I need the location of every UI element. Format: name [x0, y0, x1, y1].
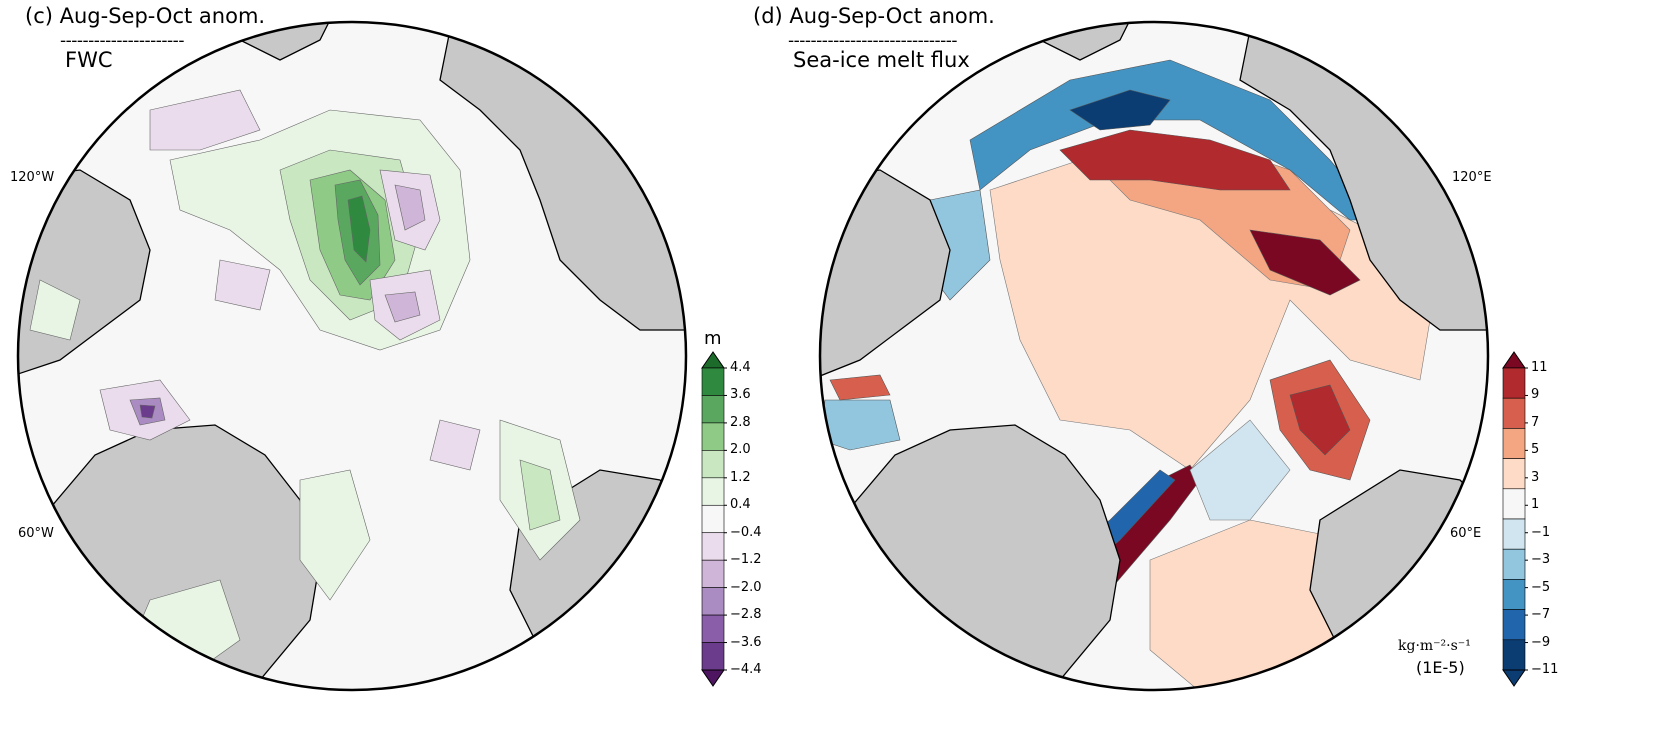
colorbar-d-segment [1502, 488, 1526, 520]
colorbar-c-tick-label: −3.6 [730, 634, 762, 650]
colorbar-c-tick-label: 2.0 [730, 442, 751, 458]
colorbar-d-tick-label: 3 [1531, 469, 1540, 485]
colorbar-d-extend-top [1502, 351, 1526, 369]
map-d-border [818, 20, 1490, 692]
colorbar-d-segment [1502, 579, 1526, 610]
colorbar-d-tick-label: −1 [1531, 524, 1551, 540]
colorbar-d-tick-label: 11 [1531, 360, 1548, 375]
melt-darkblue-coast-d [1069, 89, 1171, 131]
lon-label-60e: 60°E [1450, 526, 1482, 541]
colorbar-d-tick-label: −3 [1531, 552, 1551, 568]
colorbar-d-tick-label: −11 [1531, 662, 1559, 677]
lon-label-120e: 120°E [1452, 170, 1492, 185]
colorbar-c-unit: m [704, 328, 722, 349]
melt-labrador-red-d [829, 374, 891, 401]
melt-barents-dark-d [1289, 384, 1351, 456]
colorbar-c-tick-label: −0.4 [730, 524, 762, 540]
colorbar-d-tick-label: −9 [1531, 634, 1551, 650]
colorbar-d-tick-label: 9 [1531, 387, 1540, 403]
panel-c-fwc: (c) Aug-Sep-Oct anom. ------------------… [10, 4, 762, 692]
panel-d-dashes: ------------------------------ [788, 31, 958, 51]
colorbar-d-tick-label: −5 [1531, 579, 1551, 595]
colorbar-d-tick-label: 1 [1531, 497, 1540, 513]
melt-darkest-red-d [1249, 229, 1361, 296]
colorbar-c-segment [701, 559, 725, 588]
map-c [16, 20, 727, 692]
fwc-anomaly-contours [29, 89, 581, 690]
colorbar-c-segment [701, 477, 725, 506]
colorbar-c-tick-label: 4.4 [730, 360, 751, 375]
map-d-content [820, 22, 1488, 690]
colorbar-c-segment [701, 450, 725, 479]
colorbar-d-tick-label: 7 [1531, 414, 1540, 430]
colorbar-d-tick-label: 5 [1531, 442, 1540, 458]
lon-label-120w: 120°W [10, 170, 55, 185]
colorbar-d-segment [1502, 609, 1526, 641]
panel-d-melt-flux: (d) Aug-Sep-Oct anom. ------------------… [730, 0, 1653, 738]
colorbar-c-segment [701, 614, 725, 643]
colorbar-c-segment [701, 532, 725, 561]
colorbar-c-extend-top [701, 351, 725, 369]
lon-label-60w: 60°W [18, 526, 54, 541]
melt-dark-red-d [1059, 129, 1291, 191]
colorbar-d-unit: kg·m⁻²·s⁻¹ [1398, 638, 1471, 654]
colorbar-c-segment [701, 642, 725, 671]
panel-d-subtitle: Sea-ice melt flux [793, 48, 970, 72]
map-d [818, 20, 1528, 692]
colorbar-d-extend-bottom [1502, 669, 1526, 687]
colorbar-c-tick-label: 3.6 [730, 387, 751, 403]
colorbar-c-tick-label: 0.4 [730, 497, 751, 513]
colorbar-c-segment [701, 422, 725, 451]
colorbar-d-segment [1502, 458, 1526, 490]
colorbar-d [1502, 351, 1528, 687]
colorbar-c-segment [701, 367, 725, 396]
colorbar-d-segment [1502, 548, 1526, 580]
colorbar-d-segment [1502, 367, 1526, 399]
colorbar-d-segment [1502, 428, 1526, 459]
colorbar-d-segment [1502, 518, 1526, 550]
colorbar-d-segment [1502, 397, 1526, 429]
colorbar-d-segment [1502, 639, 1526, 671]
colorbar-c-tick-label: −4.4 [730, 662, 762, 677]
melt-lightest-blue-d [1189, 419, 1291, 521]
colorbar-c-tick-label: 2.8 [730, 414, 751, 430]
colorbar-c-tick-label: 1.2 [730, 469, 751, 485]
panel-c-title: (c) Aug-Sep-Oct anom. [25, 4, 266, 28]
panel-d-title: (d) Aug-Sep-Oct anom. [753, 4, 995, 28]
colorbar-c-tick-label: −2.8 [730, 607, 762, 623]
colorbar-c [701, 351, 727, 687]
colorbar-c-tick-label: −1.2 [730, 552, 762, 568]
panel-c-dashes: ---------------------- [60, 31, 184, 51]
colorbar-d-tick-label: −7 [1531, 607, 1551, 623]
colorbar-d-scale: (1E-5) [1416, 658, 1465, 677]
panel-c-subtitle: FWC [65, 48, 113, 72]
colorbar-c-segment [701, 587, 725, 616]
map-c-border [16, 20, 688, 692]
colorbar-c-tick-label: −2.0 [730, 579, 762, 595]
colorbar-c-segment [701, 395, 725, 424]
colorbar-c-segment [701, 504, 725, 534]
melt-blue-coast-d [969, 59, 1381, 221]
colorbar-c-extend-bottom [701, 669, 725, 687]
